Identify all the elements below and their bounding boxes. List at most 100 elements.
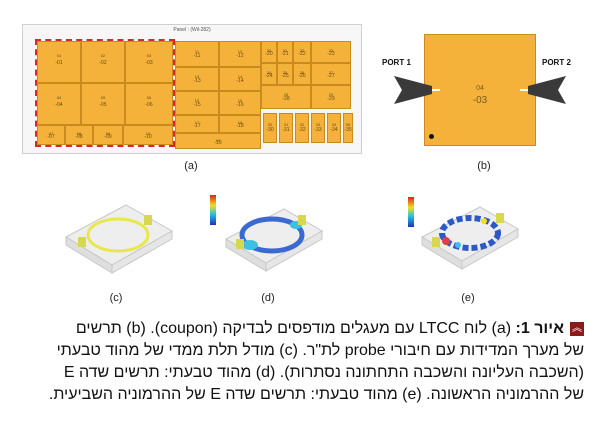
tile-id-small: 21 (282, 47, 288, 53)
label-c: (c) (109, 292, 123, 304)
coupon-square: 04 -03 (424, 34, 536, 146)
coupon-tile: 10 -10 (123, 125, 173, 145)
coupon-tile: 14 -14 (219, 67, 261, 91)
tile-id-small: 09 (105, 131, 111, 137)
tile-id-small: 05 (100, 95, 106, 101)
tile-id-large: -15 (193, 101, 201, 108)
tile-id-small: 28 (283, 92, 289, 98)
port2-label: PORT 2 (542, 58, 571, 67)
tile-id-small: 30 (267, 121, 273, 127)
tile-id-large: -05 (99, 102, 107, 108)
port1-label: PORT 1 (382, 58, 411, 67)
tile-id-large: -17 (193, 123, 201, 130)
tile-id-large: -33 (314, 126, 322, 133)
tile-id-small: 03 (146, 53, 152, 59)
coupon-tile: 26 -26 (293, 63, 311, 85)
tile-id-large: -31 (282, 126, 290, 133)
tile-id-small: 01 (56, 53, 62, 59)
coupon-tile: 19 -19 (175, 133, 261, 149)
tile-id-large: -22 (298, 51, 306, 57)
tile-id-small: 08 (76, 131, 82, 137)
panel-header: Panel : (Wil-282) (173, 27, 211, 33)
tile-id-large: -21 (281, 51, 289, 57)
tile-id-small: 31 (283, 121, 289, 127)
coupon-tile: 24 -24 (261, 63, 277, 85)
tile-id-large: -14 (236, 77, 244, 84)
coupon-tile: 18 -18 (219, 115, 261, 133)
coupon-tile: 07 -07 (37, 125, 65, 145)
tile-id-small: 32 (299, 121, 305, 127)
tile-id-small: 14 (237, 74, 243, 80)
coupon-tile: 35 -35 (343, 113, 353, 143)
ring-model-illustration (64, 204, 174, 274)
efield-seventh-illustration (408, 197, 520, 270)
coupon-tile: 25 -25 (277, 63, 293, 85)
tile-id-large: -18 (236, 123, 244, 130)
coupon-tile: 03 -03 (125, 41, 173, 83)
tile-id-small: 10 (145, 131, 151, 137)
coupon-tile: 06 -06 (125, 83, 173, 125)
probe-connectors (394, 76, 566, 104)
tile-id-large: -26 (298, 73, 306, 79)
highlight-dashed-box (35, 39, 175, 147)
coupon-tile: 27 -27 (311, 63, 351, 85)
caption-line-3: (השכבה העליונה והשכבה התחתונה נסתרות). (… (63, 364, 584, 381)
tile-id-large: -20 (265, 51, 273, 57)
tile-id-large: -04 (55, 102, 63, 108)
tile-id-small: 27 (328, 69, 334, 75)
coupon-tile: 17 -17 (175, 115, 219, 133)
tile-id-small: 20 (266, 47, 272, 53)
tile-id-large: -30 (266, 126, 274, 133)
tile-id-small: 35 (345, 121, 351, 127)
coupon-tile: 12 -12 (219, 41, 261, 67)
tile-id-small: 25 (282, 69, 288, 75)
coupon-tile: 28 -28 (261, 85, 311, 109)
probe-left-icon (394, 76, 432, 104)
tile-id-small: 07 (48, 131, 54, 137)
coupon-tile: 33 -33 (311, 113, 325, 143)
tile-id-large: -11 (193, 52, 201, 59)
tile-id-small: 15 (194, 98, 200, 104)
tile-id-large: -32 (298, 126, 306, 133)
tile-id-small: 02 (100, 53, 106, 59)
efield-seventh-harmonic (402, 187, 522, 279)
tile-id-large: -02 (99, 60, 107, 66)
ring-model-3d (56, 187, 176, 279)
tile-id-small: 16 (237, 98, 243, 104)
label-d: (d) (261, 292, 275, 304)
caption-text-1: (a) לוח LTCC עם מעגלים מודפסים לבדיקה (c… (75, 320, 512, 337)
ltcc-panel-figure: Panel : (Wil-282) 01 -01 02 -02 03 -03 04 -04 05… (22, 24, 362, 154)
tile-id-large: -16 (236, 101, 244, 108)
coupon-tile: 05 -05 (81, 83, 125, 125)
tile-id-small: 19 (215, 137, 221, 143)
coupon-tile: 32 -32 (295, 113, 309, 143)
tile-id-large: -27 (327, 73, 335, 79)
tile-id-small: 18 (237, 120, 243, 126)
tile-id-small: 29 (328, 92, 334, 98)
tile-id-large: -13 (193, 77, 201, 84)
tile-id-small: 24 (266, 69, 272, 75)
efield-first-illustration (210, 195, 324, 272)
tile-id-large: -23 (327, 51, 335, 57)
tile-id-large: -03 (145, 60, 153, 66)
tile-id-small: 06 (146, 95, 152, 101)
coupon-tile: 22 -22 (293, 41, 311, 63)
tile-id-small: 17 (194, 120, 200, 126)
coupon-tile: 11 -11 (175, 41, 219, 67)
tile-id-small: 22 (299, 47, 305, 53)
tile-id-small: 11 (194, 48, 200, 54)
coupon-tile: 09 -09 (93, 125, 123, 145)
label-b: (b) (477, 160, 491, 172)
coupon-tile: 15 -15 (175, 91, 219, 115)
coupon-tile: 13 -13 (175, 67, 219, 91)
coupon-tile: 31 -31 (279, 113, 293, 143)
tile-id-large: -24 (265, 73, 273, 79)
coupon-tile: 20 -20 (261, 41, 277, 63)
tile-id-small: 13 (194, 74, 200, 80)
coupon-tile: 34 -34 (327, 113, 341, 143)
tile-id-large: -08 (75, 134, 83, 141)
coupon-tile: 16 -16 (219, 91, 261, 115)
tile-id-large: -29 (327, 95, 335, 102)
coupon-id-large: -03 (472, 95, 488, 106)
double-chevron-up-icon: ︽ (570, 321, 584, 336)
